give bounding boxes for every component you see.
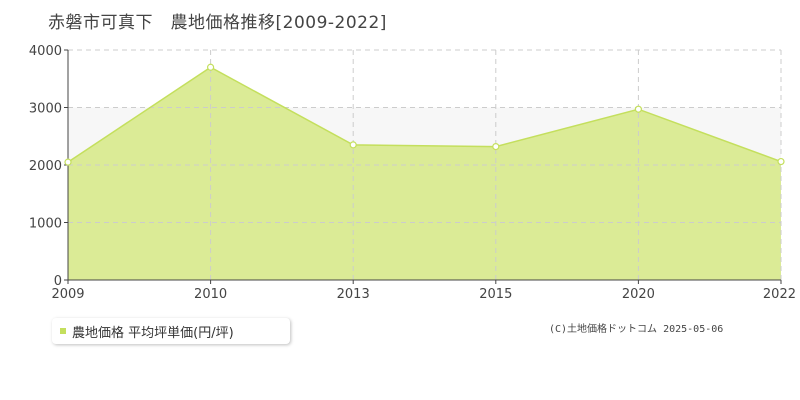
x-tick-label: 2022 [763,287,796,302]
data-point [64,158,72,166]
x-tick-label: 2020 [622,287,655,302]
x-tick-label: 2013 [337,287,370,302]
x-tick-label: 2015 [479,287,512,302]
y-tick-label: 2000 [29,159,62,174]
legend-label: 農地価格 平均坪単価(円/坪) [72,325,234,341]
y-tick-label: 1000 [29,217,62,232]
x-tick-label: 2010 [194,287,227,302]
y-tick-label: 0 [54,274,62,289]
data-point [634,105,643,113]
data-point [777,157,785,166]
x-tick-label: 2009 [51,287,84,302]
y-tick-label: 3000 [29,102,62,117]
legend: 農地価格 平均坪単価(円/坪) [52,318,290,344]
legend-swatch [60,328,66,334]
chart-title: 赤磐市可真下 農地価格推移[2009-2022] [48,13,387,33]
y-tick-label: 4000 [29,44,62,59]
data-point [207,63,215,71]
area-fill [68,67,781,280]
series-line [67,66,782,163]
data-point [492,143,500,151]
copyright-text: (C)土地価格ドットコム 2025-05-06 [549,324,724,335]
data-point [349,141,357,149]
